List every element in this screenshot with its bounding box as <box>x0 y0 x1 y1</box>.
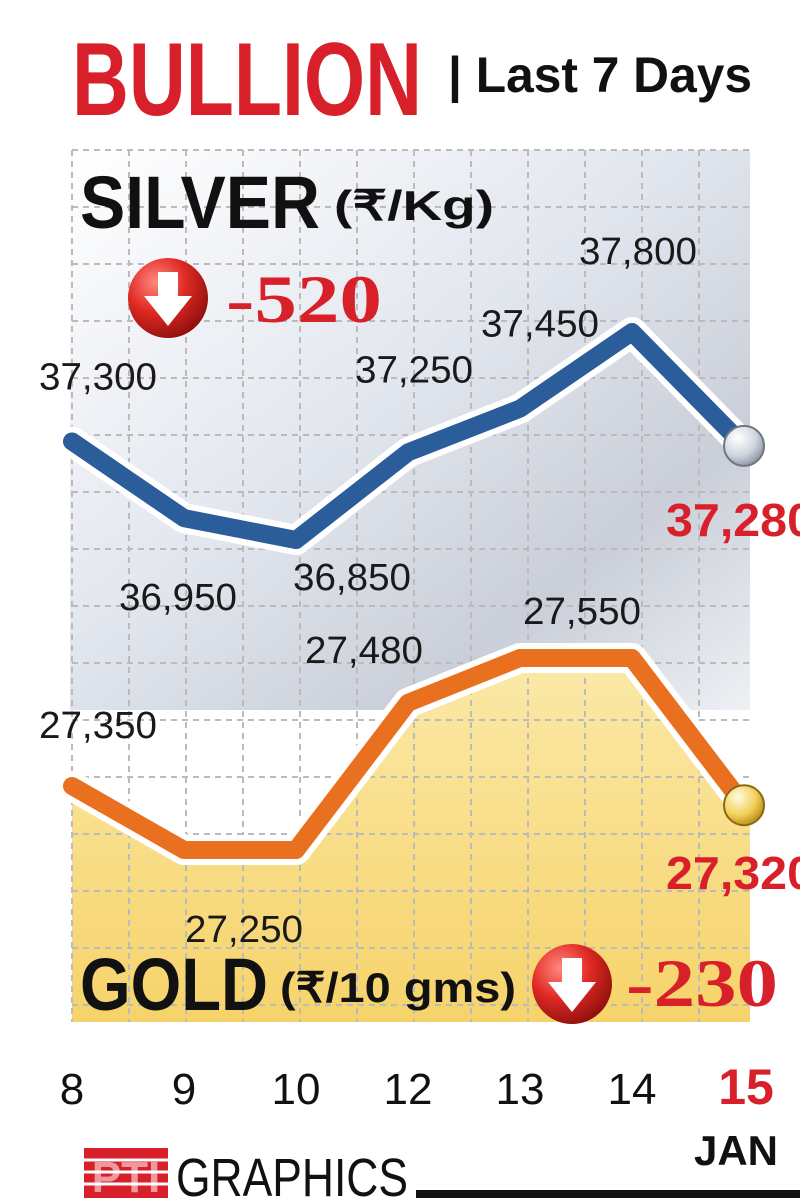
silver-data-label: 36,850 <box>293 557 411 599</box>
x-tick-label: 12 <box>384 1065 433 1114</box>
gold-change: -230 <box>626 945 778 1021</box>
pti-logo-text: PTI <box>92 1153 160 1202</box>
silver-end-marker <box>723 424 765 467</box>
silver-area-background <box>70 150 750 710</box>
x-tick-label: 14 <box>608 1065 657 1114</box>
gold-line <box>63 649 753 859</box>
gold-end-marker <box>723 784 765 827</box>
silver-change: -520 <box>226 261 382 337</box>
gold-data-label: 27,320 <box>666 847 800 899</box>
silver-series-name: SILVER <box>80 161 320 244</box>
x-tick-label: 8 <box>60 1065 84 1114</box>
x-tick-label: 15 <box>718 1059 774 1115</box>
graphics-text: GRAPHICS <box>176 1148 408 1204</box>
gold-data-label: 27,480 <box>305 630 423 672</box>
x-tick-label: 13 <box>496 1065 545 1114</box>
silver-data-label: 37,450 <box>481 304 599 346</box>
silver-data-label: 37,300 <box>39 356 157 398</box>
pti-logo: PTI <box>84 1148 168 1202</box>
x-tick-label: 10 <box>272 1065 321 1114</box>
gold-area-fill <box>72 658 750 1022</box>
month-label: JAN <box>694 1127 778 1174</box>
silver-data-label: 37,280 <box>666 494 800 546</box>
gold-series-name: GOLD <box>80 943 268 1026</box>
gold-data-label: 27,550 <box>523 591 641 633</box>
silver-unit: (₹/Kg) <box>334 182 494 229</box>
x-axis: 8 9 10 12 13 14 15 <box>60 1059 774 1115</box>
x-tick-label: 9 <box>172 1065 196 1114</box>
gold-data-label: 27,250 <box>185 909 303 951</box>
silver-data-label: 37,250 <box>355 349 473 391</box>
footer-rule <box>416 1190 800 1198</box>
bullion-subtitle: | Last 7 Days <box>448 47 752 104</box>
gold-data-label: 27,350 <box>39 705 157 747</box>
gold-unit: (₹/10 gms) <box>280 964 516 1011</box>
silver-down-arrow-icon <box>128 258 208 338</box>
silver-data-label: 37,800 <box>579 231 697 273</box>
gold-down-arrow-icon <box>532 944 612 1024</box>
silver-data-label: 36,950 <box>119 577 237 619</box>
silver-line <box>63 323 753 549</box>
bullion-title: BULLION <box>72 22 422 138</box>
